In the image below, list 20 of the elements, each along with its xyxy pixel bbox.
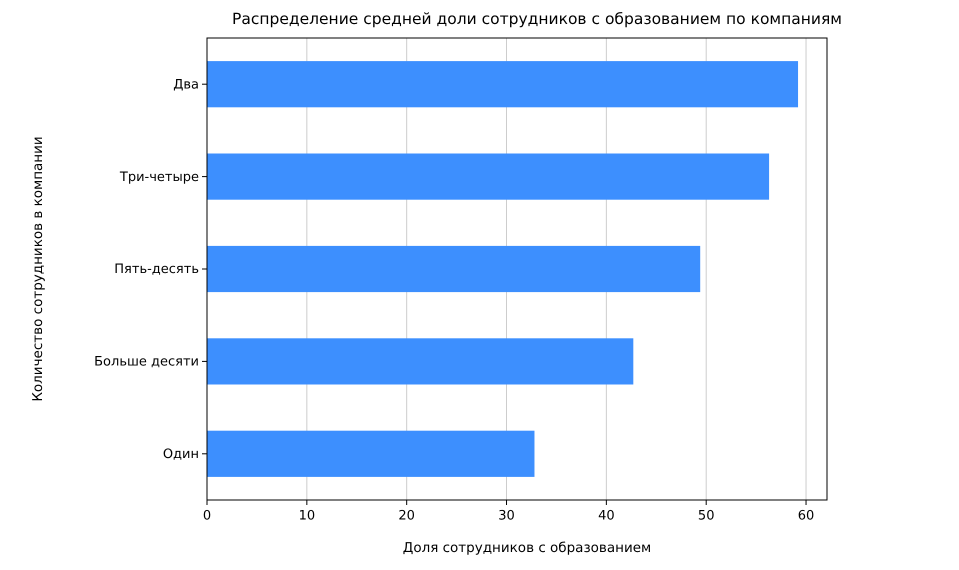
x-tick-label: 0 — [202, 508, 212, 524]
x-tick-label: 20 — [398, 508, 415, 524]
y-tick-label: Пять-десять — [114, 262, 199, 278]
y-tick-label: Три-четыре — [118, 170, 199, 185]
bar — [207, 61, 798, 108]
x-axis-title: Доля сотрудников с образованием — [402, 540, 652, 556]
x-tick-label: 50 — [698, 508, 714, 524]
y-tick-label: Два — [173, 77, 199, 92]
x-tick-label: 10 — [298, 508, 316, 524]
y-axis-title: Количество сотрудников в компании — [30, 136, 46, 402]
x-tick-label: 40 — [598, 508, 615, 524]
bar — [207, 338, 634, 384]
bar — [207, 430, 534, 477]
chart-title: Распределение средней доли сотрудников с образованием по компаниям — [232, 10, 842, 28]
x-tick-label: 60 — [798, 508, 814, 524]
x-tick-label: 30 — [498, 508, 515, 524]
bar — [207, 246, 700, 292]
y-tick-label: Один — [162, 446, 199, 462]
y-tick-label: Больше десяти — [94, 354, 199, 370]
bar — [207, 154, 770, 200]
